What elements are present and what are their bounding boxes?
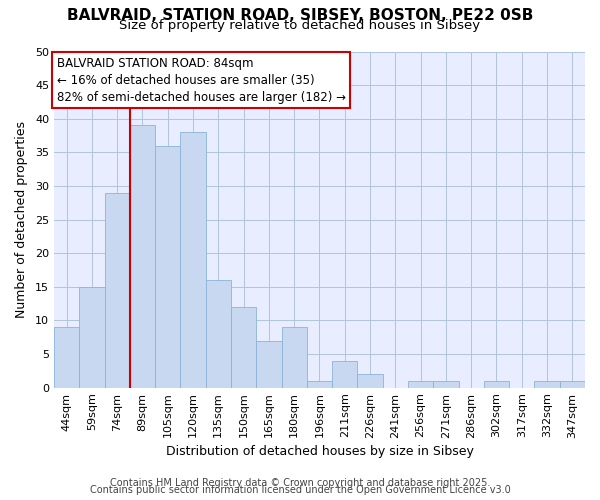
Text: Contains public sector information licensed under the Open Government Licence v3: Contains public sector information licen…: [89, 485, 511, 495]
Bar: [79, 287, 104, 388]
Bar: [433, 381, 458, 388]
Bar: [155, 146, 181, 388]
Bar: [256, 340, 281, 388]
Bar: [54, 327, 79, 388]
Bar: [181, 132, 206, 388]
Bar: [307, 381, 332, 388]
Bar: [231, 307, 256, 388]
Bar: [332, 361, 358, 388]
Bar: [358, 374, 383, 388]
Bar: [281, 327, 307, 388]
Bar: [535, 381, 560, 388]
Bar: [408, 381, 433, 388]
Bar: [104, 192, 130, 388]
Bar: [130, 126, 155, 388]
Y-axis label: Number of detached properties: Number of detached properties: [15, 121, 28, 318]
Text: BALVRAID, STATION ROAD, SIBSEY, BOSTON, PE22 0SB: BALVRAID, STATION ROAD, SIBSEY, BOSTON, …: [67, 8, 533, 22]
Text: BALVRAID STATION ROAD: 84sqm
← 16% of detached houses are smaller (35)
82% of se: BALVRAID STATION ROAD: 84sqm ← 16% of de…: [56, 56, 346, 104]
Bar: [560, 381, 585, 388]
X-axis label: Distribution of detached houses by size in Sibsey: Distribution of detached houses by size …: [166, 444, 473, 458]
Bar: [484, 381, 509, 388]
Text: Contains HM Land Registry data © Crown copyright and database right 2025.: Contains HM Land Registry data © Crown c…: [110, 478, 490, 488]
Text: Size of property relative to detached houses in Sibsey: Size of property relative to detached ho…: [119, 18, 481, 32]
Bar: [206, 280, 231, 388]
